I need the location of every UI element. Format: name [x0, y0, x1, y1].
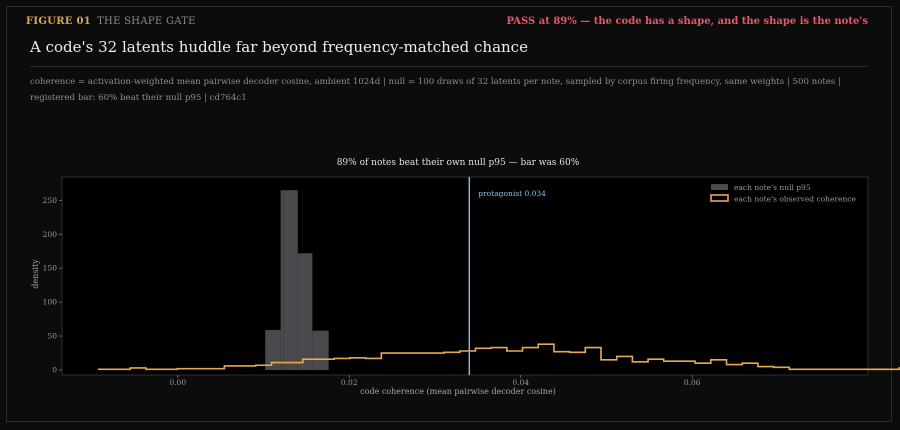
legend: each note's null p95 each note's observed… [710, 183, 857, 204]
x-tick-label: 0.06 [684, 378, 701, 387]
x-tick-label: 0.00 [169, 378, 186, 387]
figure-name: THE SHAPE GATE [97, 16, 196, 27]
null-bar [280, 190, 284, 370]
null-bar [297, 253, 313, 370]
null-bar [312, 330, 329, 370]
figure-caption: coherence = activation-weighted mean pai… [30, 77, 841, 103]
protagonist-marker: protagonist 0.034 [468, 177, 546, 375]
null-bar [265, 329, 281, 370]
y-axis: 0 50 100 150 200 250 [43, 196, 62, 375]
legend-label-null: each note's null p95 [734, 183, 811, 192]
x-axis-title: code coherence (mean pairwise decoder co… [360, 387, 556, 396]
legend-label-observed: each note's observed coherence [734, 195, 857, 204]
divider [30, 66, 868, 67]
legend-swatch-observed [710, 194, 729, 202]
y-tick-label: 250 [43, 196, 58, 205]
y-tick-label: 0 [52, 366, 57, 375]
figure-tag: FIGURE 01 THE SHAPE GATE [26, 16, 196, 27]
x-tick-label: 0.02 [341, 378, 358, 387]
plot-area [61, 176, 869, 376]
y-tick-label: 50 [47, 332, 57, 341]
y-axis-title: density [31, 259, 40, 289]
y-tick-label: 200 [43, 230, 58, 239]
chart-title: 89% of notes beat their own null p95 — b… [337, 158, 580, 168]
y-tick-label: 100 [43, 298, 58, 307]
x-axis: 0.00 0.02 0.04 0.06 [169, 375, 701, 387]
y-tick-label: 150 [43, 264, 58, 273]
protagonist-label: protagonist 0.034 [478, 189, 546, 198]
figure-number: FIGURE 01 [26, 16, 92, 27]
observed-step-line [98, 343, 900, 371]
x-tick-label: 0.04 [512, 378, 529, 387]
null-series [265, 190, 329, 370]
observed-series [98, 343, 900, 371]
verdict-badge: PASS at 89% — the code has a shape, and … [506, 16, 869, 27]
legend-swatch-null [711, 184, 728, 190]
null-bar [283, 190, 298, 370]
page-title: A code's 32 latents huddle far beyond fr… [30, 38, 528, 56]
